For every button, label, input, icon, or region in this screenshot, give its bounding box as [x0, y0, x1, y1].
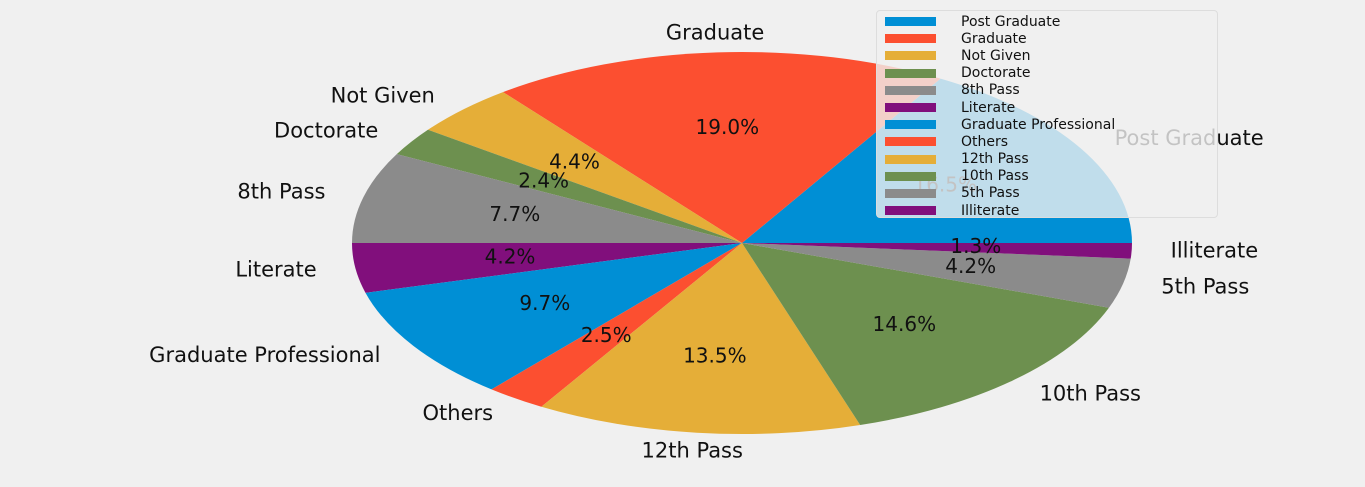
- legend-label: 12th Pass: [961, 151, 1029, 168]
- slice-percent-5th-pass: 4.2%: [945, 254, 996, 278]
- slice-percent-literate: 4.2%: [485, 245, 536, 269]
- pie-slice-10th-pass: [742, 243, 1109, 426]
- legend-swatch: [885, 34, 936, 44]
- legend-label: Others: [961, 133, 1009, 150]
- pie-slice-graduate-professional: [365, 243, 742, 390]
- slice-label-others: Others: [423, 401, 494, 425]
- legend-item-post-graduate: Post Graduate: [885, 13, 1209, 30]
- slice-label-5th-pass: 5th Pass: [1161, 275, 1249, 299]
- pie-slice-12th-pass: [541, 243, 861, 434]
- legend-label: Doctorate: [961, 65, 1031, 82]
- legend-swatch: [885, 103, 936, 113]
- legend-label: 10th Pass: [961, 168, 1029, 185]
- slice-label-graduate-professional: Graduate Professional: [149, 343, 380, 367]
- legend-label: 8th Pass: [961, 82, 1020, 99]
- pie-slice-doctorate: [396, 129, 742, 243]
- legend-swatch: [885, 51, 936, 61]
- legend-item-5th-pass: 5th Pass: [885, 185, 1209, 202]
- legend-item-graduate: Graduate: [885, 30, 1209, 47]
- legend: Post Graduate Graduate Not Given Doctorate 8…: [876, 10, 1218, 219]
- slice-percent-10th-pass: 14.6%: [873, 312, 937, 336]
- legend-swatch: [885, 85, 936, 95]
- legend-item-illiterate: Illiterate: [885, 202, 1209, 219]
- legend-item-doctorate: Doctorate: [885, 65, 1209, 82]
- legend-item-not-given: Not Given: [885, 47, 1209, 64]
- legend-swatch: [885, 154, 936, 164]
- slice-percent-doctorate: 2.4%: [518, 169, 569, 193]
- slice-label-doctorate: Doctorate: [274, 119, 378, 143]
- legend-label: Graduate: [961, 30, 1027, 47]
- legend-item-10th-pass: 10th Pass: [885, 168, 1209, 185]
- slice-percent-8th-pass: 7.7%: [489, 202, 540, 226]
- legend-item-8th-pass: 8th Pass: [885, 82, 1209, 99]
- slice-percent-illiterate: 1.3%: [950, 234, 1001, 258]
- slice-label-12th-pass: 12th Pass: [642, 439, 743, 463]
- slice-label-not-given: Not Given: [331, 83, 435, 107]
- pie-slice-5th-pass: [742, 243, 1131, 308]
- slice-percent-not-given: 4.4%: [549, 149, 600, 173]
- slice-percent-graduate-professional: 9.7%: [519, 291, 570, 315]
- legend-item-literate: Literate: [885, 99, 1209, 116]
- slice-percent-12th-pass: 13.5%: [683, 343, 747, 367]
- pie-slice-literate: [352, 243, 742, 293]
- legend-label: Illiterate: [961, 202, 1020, 219]
- legend-swatch: [885, 171, 936, 181]
- slice-label-10th-pass: 10th Pass: [1040, 381, 1141, 405]
- legend-item-graduate-professional: Graduate Professional: [885, 116, 1209, 133]
- legend-swatch: [885, 120, 936, 130]
- legend-swatch: [885, 68, 936, 78]
- legend-label: Literate: [961, 99, 1016, 116]
- pie-slice-others: [491, 243, 742, 407]
- pie-slice-8th-pass: [352, 154, 742, 243]
- legend-swatch: [885, 17, 936, 27]
- slice-percent-graduate: 19.0%: [696, 115, 760, 139]
- legend-swatch: [885, 206, 936, 216]
- legend-swatch: [885, 137, 936, 147]
- legend-label: Post Graduate: [961, 13, 1061, 30]
- legend-label: Not Given: [961, 47, 1031, 64]
- slice-percent-others: 2.5%: [581, 323, 632, 347]
- legend-item-12th-pass: 12th Pass: [885, 151, 1209, 168]
- slice-label-8th-pass: 8th Pass: [237, 180, 325, 204]
- pie-slice-not-given: [427, 92, 742, 244]
- pie-slice-illiterate: [742, 243, 1132, 259]
- slice-label-illiterate: Illiterate: [1171, 239, 1259, 263]
- slice-label-graduate: Graduate: [666, 20, 764, 44]
- slice-label-literate: Literate: [235, 258, 316, 282]
- legend-swatch: [885, 188, 936, 198]
- legend-label: Graduate Professional: [961, 116, 1116, 133]
- legend-label: 5th Pass: [961, 185, 1020, 202]
- pie-slice-graduate: [502, 52, 941, 244]
- legend-item-others: Others: [885, 133, 1209, 150]
